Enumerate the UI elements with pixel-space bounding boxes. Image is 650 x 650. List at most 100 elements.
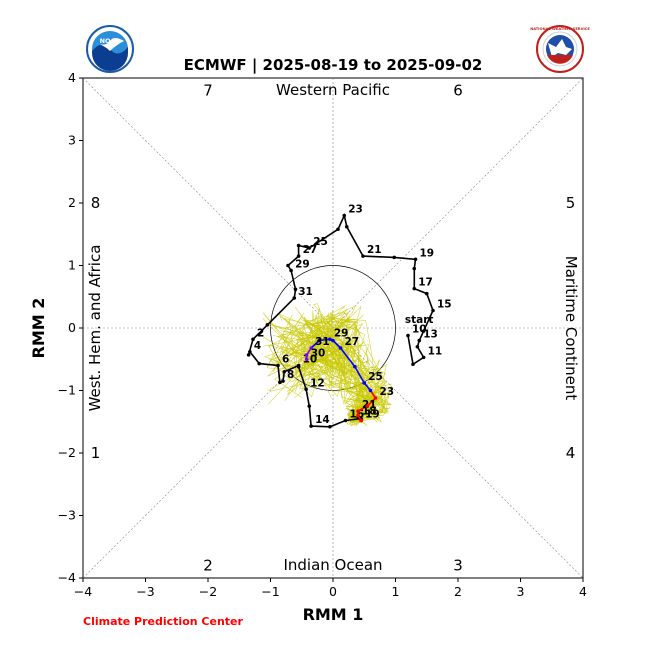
forecast-day-label: 25 [368, 371, 383, 383]
observed-point [361, 254, 365, 258]
x-tick-label: −3 [136, 584, 154, 599]
observed-point [296, 243, 301, 248]
phase-number-label: 6 [453, 82, 463, 100]
forecast-point [309, 346, 313, 350]
forecast-point [368, 388, 373, 393]
unit-circle [270, 265, 396, 391]
y-tick-label: −3 [58, 508, 76, 523]
ensemble-member-line [291, 320, 386, 424]
observed-day-label: 6 [282, 354, 289, 366]
phase-number-label: 1 [91, 444, 101, 462]
nws-logo: NATIONAL WEATHER SERVICE [530, 25, 590, 73]
observed-point [296, 254, 301, 258]
forecast-path-segment [339, 347, 356, 368]
observed-point [424, 291, 429, 296]
y-tick-label: 1 [68, 258, 76, 273]
ensemble-member-line [268, 323, 386, 421]
region-top: Western Pacific [276, 81, 390, 99]
forecast-day-label: 30 [311, 347, 326, 359]
nws-logo-text: NATIONAL WEATHER SERVICE [530, 27, 590, 31]
forecast-point [353, 364, 357, 369]
observed-point [421, 329, 426, 333]
observed-day-label: 14 [315, 414, 330, 426]
observed-point [296, 364, 301, 369]
observed-point [248, 349, 252, 354]
region-bottom: Indian Ocean [283, 556, 382, 574]
observed-day-label: 2 [257, 327, 264, 339]
observed-day-label: 12 [310, 377, 325, 389]
observed-point [412, 266, 417, 271]
observed-point [421, 355, 426, 360]
observed-day-label: 15 [437, 299, 452, 311]
forecast-point [304, 353, 309, 357]
observed-point [307, 246, 312, 250]
region-left: West. Hem. and Africa [86, 245, 104, 412]
observed-day-label: 19 [420, 247, 435, 259]
forecast-point [338, 346, 343, 350]
observed-point [411, 362, 415, 367]
y-tick-label: 0 [68, 320, 76, 335]
forecast-point [331, 338, 335, 343]
observed-point [343, 418, 348, 423]
observed-point [282, 369, 287, 374]
ensemble-member-line [272, 318, 387, 421]
observed-point [406, 333, 410, 338]
observed-day-label: 23 [348, 204, 363, 216]
observed-day-label: 25 [313, 236, 328, 248]
noaa-logo: NOAA [86, 25, 134, 73]
observed-point [328, 424, 332, 429]
observed-day-label: 31 [298, 286, 313, 298]
observed-point [413, 257, 418, 262]
y-tick-label: −4 [58, 570, 76, 585]
phase-number-label: 3 [453, 557, 463, 575]
forecast-day-label: 23 [380, 386, 395, 398]
x-tick-label: −4 [74, 584, 92, 599]
observed-day-label: 27 [303, 244, 318, 256]
observed-point [417, 338, 422, 343]
x-tick-label: 2 [454, 584, 462, 599]
observed-point [281, 379, 285, 383]
observed-point [276, 363, 280, 368]
forecast-point [356, 413, 360, 418]
forecast-path-segment [354, 366, 365, 384]
observed-point [257, 361, 262, 366]
observed-day-label: 17 [418, 277, 433, 289]
x-tick-label: 1 [392, 584, 400, 599]
observed-day-label: 4 [254, 340, 261, 352]
ensemble-member-line [262, 317, 388, 422]
observed-point [293, 287, 298, 292]
observed-point [289, 268, 293, 273]
observed-point [286, 263, 290, 268]
observed-point [307, 404, 312, 408]
observed-point [431, 308, 435, 313]
forecast-day-label: 21 [362, 399, 377, 411]
x-tick-label: −1 [261, 584, 279, 599]
observed-point [392, 255, 397, 260]
observed-day-label: 18 [362, 405, 377, 417]
observed-point [415, 344, 420, 349]
observed-point [251, 337, 255, 342]
observed-point [304, 387, 308, 392]
noaa-logo-text: NOAA [100, 37, 121, 45]
observed-point [292, 296, 297, 300]
forecast-day-label: 27 [345, 336, 360, 348]
phase-number-label: 4 [566, 444, 576, 462]
y-tick-label: −2 [58, 445, 76, 460]
observed-day-label: 29 [295, 259, 310, 271]
x-tick-label: −2 [199, 584, 217, 599]
observed-point [246, 353, 251, 357]
forecast-point [317, 338, 322, 343]
forecast-point [356, 409, 360, 413]
phase-number-label: 5 [566, 194, 576, 212]
forecast-path-segment [310, 339, 320, 349]
chart-title: ECMWF | 2025-08-19 to 2025-09-02 [184, 56, 483, 75]
start-label: start [405, 314, 434, 326]
y-tick-label: −1 [58, 383, 76, 398]
observed-point [265, 323, 270, 327]
forecast-point [304, 357, 309, 362]
observed-day-label: 8 [287, 369, 294, 381]
ensemble-member-line [306, 316, 392, 423]
observed-day-label: 11 [428, 345, 443, 357]
y-axis-label: RMM 2 [29, 298, 48, 359]
observed-point [278, 380, 282, 385]
